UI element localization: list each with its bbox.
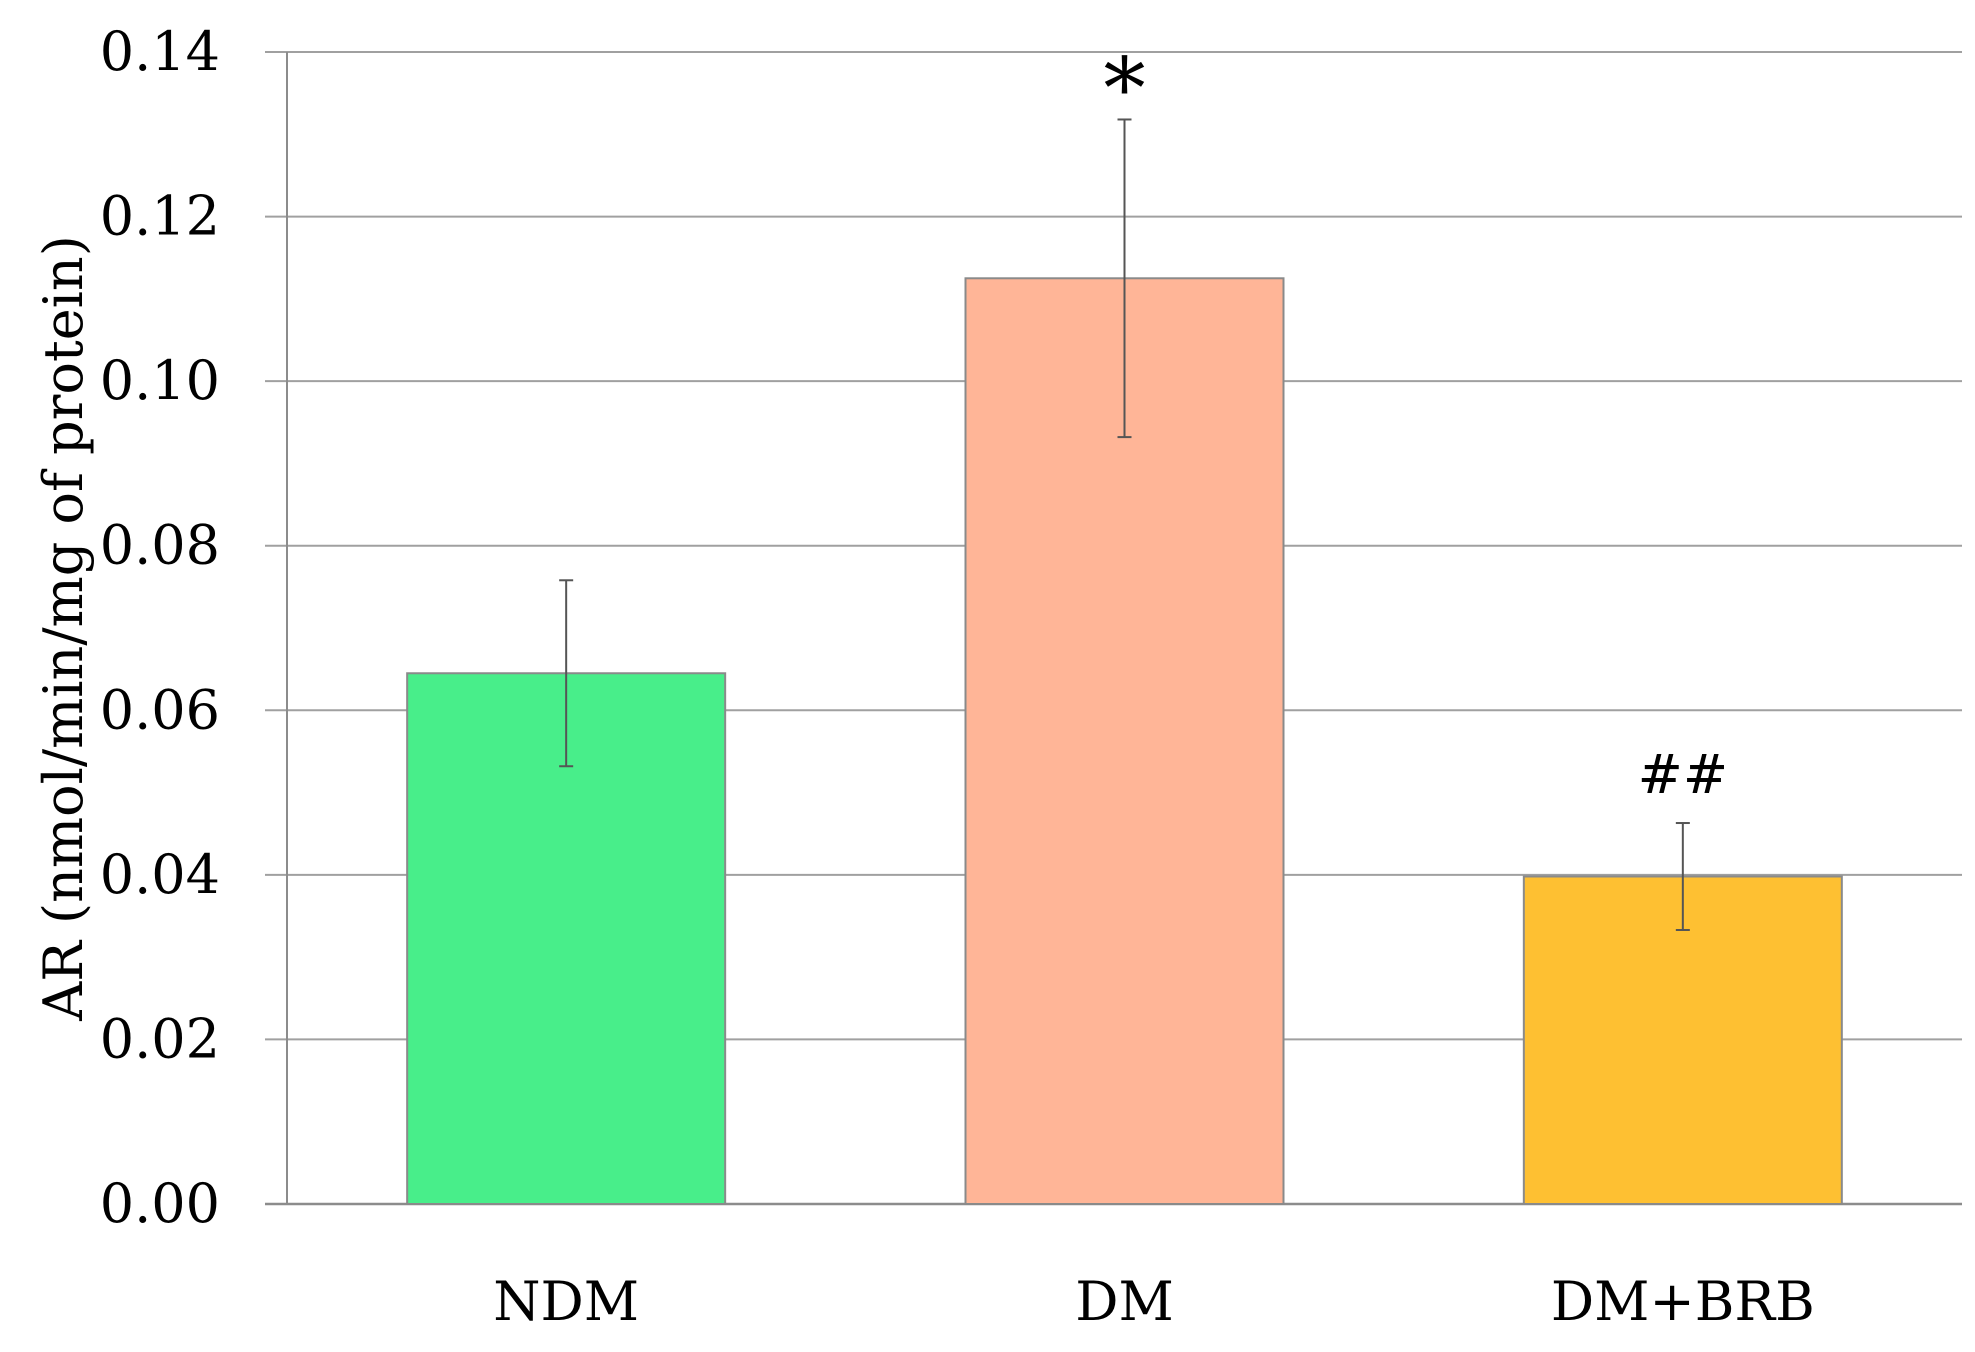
significance-marker: * <box>1104 39 1146 137</box>
y-tick-label: 0.04 <box>100 843 220 906</box>
bar-dm-brb <box>1522 875 1843 1205</box>
y-tick-label: 0.14 <box>100 20 220 83</box>
y-tick-label: 0.02 <box>100 1007 220 1070</box>
y-axis-title: AR (nmol/min/mg of protein) <box>32 235 95 1022</box>
significance-annotations: * ## <box>1104 39 1729 806</box>
x-category-labels: NDM DM DM+BRB <box>493 1270 1815 1333</box>
y-tick-label: 0.10 <box>100 349 220 412</box>
y-tick-label: 0.06 <box>100 678 220 741</box>
error-bars <box>559 118 1690 931</box>
y-tick-label: 0.08 <box>100 514 220 577</box>
significance-marker: ## <box>1638 743 1729 806</box>
y-tick-label: 0.12 <box>100 185 220 248</box>
x-category-label: NDM <box>493 1270 639 1333</box>
x-category-label: DM <box>1075 1270 1174 1333</box>
y-tick-labels: 0.00 0.02 0.04 0.06 0.08 0.10 0.12 0.14 <box>100 20 220 1235</box>
y-tick-label: 0.00 <box>100 1172 220 1235</box>
x-category-label: DM+BRB <box>1551 1270 1815 1333</box>
